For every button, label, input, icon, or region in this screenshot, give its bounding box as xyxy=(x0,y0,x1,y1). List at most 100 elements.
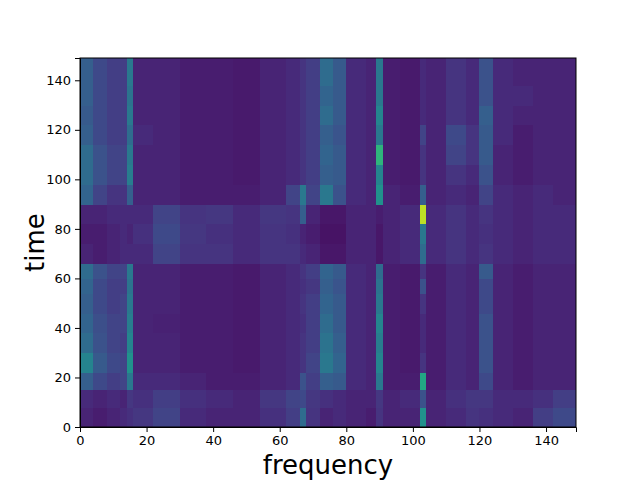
y-tick: 40 xyxy=(54,321,80,336)
heatmap-cell xyxy=(180,164,207,184)
heatmap-cell xyxy=(80,164,94,184)
heatmap-cell xyxy=(513,293,533,313)
heatmap-cell xyxy=(383,105,400,125)
heatmap-cell xyxy=(383,125,400,145)
heatmap-cell xyxy=(133,85,153,105)
heatmap-cell xyxy=(120,373,127,391)
heatmap-cell xyxy=(479,390,493,408)
heatmap-cell xyxy=(127,293,134,313)
heatmap-cell xyxy=(400,184,420,204)
heatmap-cell xyxy=(260,313,287,333)
heatmap-cell xyxy=(120,145,127,165)
heatmap-cell xyxy=(180,373,207,391)
heatmap-cell xyxy=(260,390,287,408)
heatmap-cell xyxy=(286,390,300,408)
heatmap-cell xyxy=(153,353,180,373)
heatmap-cell xyxy=(479,85,493,105)
y-tick-mark xyxy=(75,278,80,279)
heatmap-cell xyxy=(107,244,121,264)
heatmap-cell xyxy=(479,264,493,279)
heatmap-cell xyxy=(153,373,180,391)
heatmap-cell xyxy=(346,407,366,427)
heatmap-cell xyxy=(493,373,513,391)
y-tick-mark xyxy=(75,130,80,131)
x-tick: 40 xyxy=(205,427,222,448)
heatmap-cell xyxy=(346,58,366,86)
heatmap-cell xyxy=(300,204,307,224)
heatmap-cell xyxy=(333,373,347,391)
heatmap-cell xyxy=(206,58,233,86)
heatmap-cell xyxy=(376,373,383,391)
heatmap-cell xyxy=(260,353,287,373)
y-tick-label: 0 xyxy=(63,420,71,435)
heatmap-cell xyxy=(93,313,107,333)
heatmap-cell xyxy=(206,390,233,408)
heatmap-cell xyxy=(346,105,366,125)
heatmap-cell xyxy=(180,204,207,224)
heatmap-cell xyxy=(306,293,320,313)
heatmap-cell xyxy=(306,407,320,427)
y-axis-title: time xyxy=(20,213,50,272)
heatmap-cell xyxy=(513,204,533,224)
heatmap-cell xyxy=(127,390,134,408)
heatmap-cell xyxy=(553,353,576,373)
heatmap-cell xyxy=(320,264,334,279)
heatmap-cell xyxy=(533,85,553,105)
heatmap-cell xyxy=(426,264,446,279)
heatmap-cell xyxy=(286,353,300,373)
heatmap-cells xyxy=(80,58,576,427)
heatmap-cell xyxy=(366,85,376,105)
heatmap-cell xyxy=(333,244,347,264)
heatmap-cell xyxy=(376,313,383,333)
heatmap-cell xyxy=(366,264,376,279)
heatmap-cell xyxy=(479,313,493,333)
heatmap-cell xyxy=(180,390,207,408)
heatmap-cell xyxy=(446,313,466,333)
heatmap-cell xyxy=(366,224,376,244)
heatmap-cell xyxy=(493,313,513,333)
heatmap-cell xyxy=(120,244,127,264)
heatmap-cell xyxy=(333,278,347,293)
heatmap-cell xyxy=(206,264,233,279)
heatmap-cell xyxy=(153,333,180,353)
heatmap-cell xyxy=(400,224,420,244)
heatmap-cell xyxy=(513,264,533,279)
heatmap-cell xyxy=(479,125,493,145)
heatmap-cell xyxy=(479,58,493,86)
heatmap-cell xyxy=(320,184,334,204)
x-tick-label: 20 xyxy=(139,433,156,448)
x-tick-mark xyxy=(346,427,347,432)
heatmap-cell xyxy=(400,125,420,145)
heatmap-cell xyxy=(466,105,480,125)
y-tick: 60 xyxy=(54,271,80,286)
heatmap-cell xyxy=(107,278,121,293)
heatmap-cell xyxy=(446,184,466,204)
heatmap-cell xyxy=(127,353,134,373)
heatmap-cell xyxy=(120,85,127,105)
heatmap-cell xyxy=(153,145,180,165)
heatmap-cell xyxy=(553,333,576,353)
heatmap-cell xyxy=(366,204,376,224)
heatmap-cell xyxy=(426,204,446,224)
heatmap-cell xyxy=(400,407,420,427)
heatmap-cell xyxy=(233,204,260,224)
heatmap-cell xyxy=(300,373,307,391)
heatmap-cell xyxy=(400,145,420,165)
heatmap-cell xyxy=(346,264,366,279)
heatmap-cell xyxy=(120,333,127,353)
heatmap-cell xyxy=(533,105,553,125)
heatmap-cell xyxy=(513,313,533,333)
heatmap-cell xyxy=(320,58,334,86)
heatmap-cell xyxy=(206,373,233,391)
heatmap-cell xyxy=(513,390,533,408)
heatmap-cell xyxy=(93,125,107,145)
heatmap-cell xyxy=(180,407,207,427)
heatmap-cell xyxy=(376,353,383,373)
heatmap-cell xyxy=(383,85,400,105)
heatmap-cell xyxy=(260,145,287,165)
heatmap-cell xyxy=(133,278,153,293)
y-tick-mark xyxy=(75,377,80,378)
heatmap-cell xyxy=(400,278,420,293)
heatmap-cell xyxy=(446,407,466,427)
heatmap-cell xyxy=(333,407,347,427)
